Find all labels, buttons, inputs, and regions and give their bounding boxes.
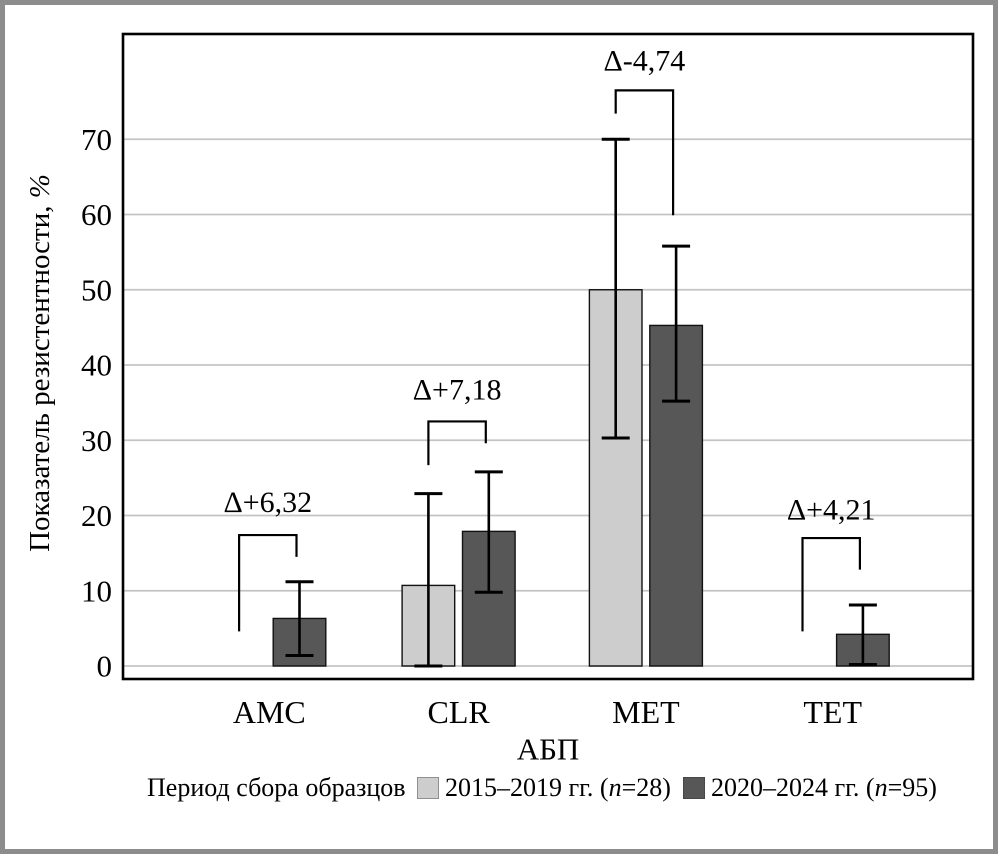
y-tick-label: 0 [97, 649, 113, 684]
legend-n-symbol: n [874, 773, 888, 802]
legend-n-symbol: n [608, 773, 622, 802]
legend-title: Период сбора образцов [147, 773, 406, 802]
delta-annotation-TET: Δ+4,21 [787, 494, 876, 527]
legend-label-2015-2019: 2015–2019 гг. ( [445, 773, 609, 802]
significance-bracket-AMC [238, 533, 298, 632]
significance-bracket-MET [614, 89, 675, 216]
y-tick-label: 20 [81, 498, 112, 533]
bar-CLR-series1 [461, 530, 516, 667]
legend-n-value: =28) [621, 773, 671, 802]
x-axis-title: АБП [517, 732, 580, 767]
delta-annotation-CLR: Δ+7,18 [413, 373, 502, 406]
significance-bracket-TET [801, 536, 861, 632]
y-tick-label: 40 [81, 348, 112, 383]
y-tick-label: 10 [81, 573, 112, 608]
delta-annotation-MET: Δ-4,74 [604, 44, 686, 77]
y-tick-label: 50 [81, 272, 112, 307]
x-category-label-AMC: AMC [233, 694, 306, 730]
legend-n-value: =95) [887, 773, 937, 802]
x-category-label-CLR: CLR [427, 694, 490, 730]
plot-border [121, 32, 975, 681]
significance-bracket-CLR [427, 420, 487, 466]
legend-swatch-2020-2024 [683, 777, 705, 799]
delta-annotation-AMC: Δ+6,32 [223, 486, 312, 519]
y-axis-title: Показатель резистентности, % [24, 174, 56, 552]
legend-item-2020-2024: 2020–2024 гг. (n=95) [683, 773, 937, 803]
y-tick-label: 30 [81, 423, 112, 458]
y-tick-label: 60 [81, 197, 112, 232]
legend-swatch-2015-2019 [417, 777, 439, 799]
legend-item-2015-2019: 2015–2019 гг. (n=28) [417, 773, 671, 803]
chart-legend: Период сбора образцов 2015–2019 гг. (n=2… [0, 771, 998, 807]
x-category-label-TET: TET [803, 694, 862, 730]
y-tick-label: 70 [81, 122, 112, 157]
x-category-label-MET: MET [612, 694, 680, 730]
legend-label-2020-2024: 2020–2024 гг. ( [711, 773, 875, 802]
